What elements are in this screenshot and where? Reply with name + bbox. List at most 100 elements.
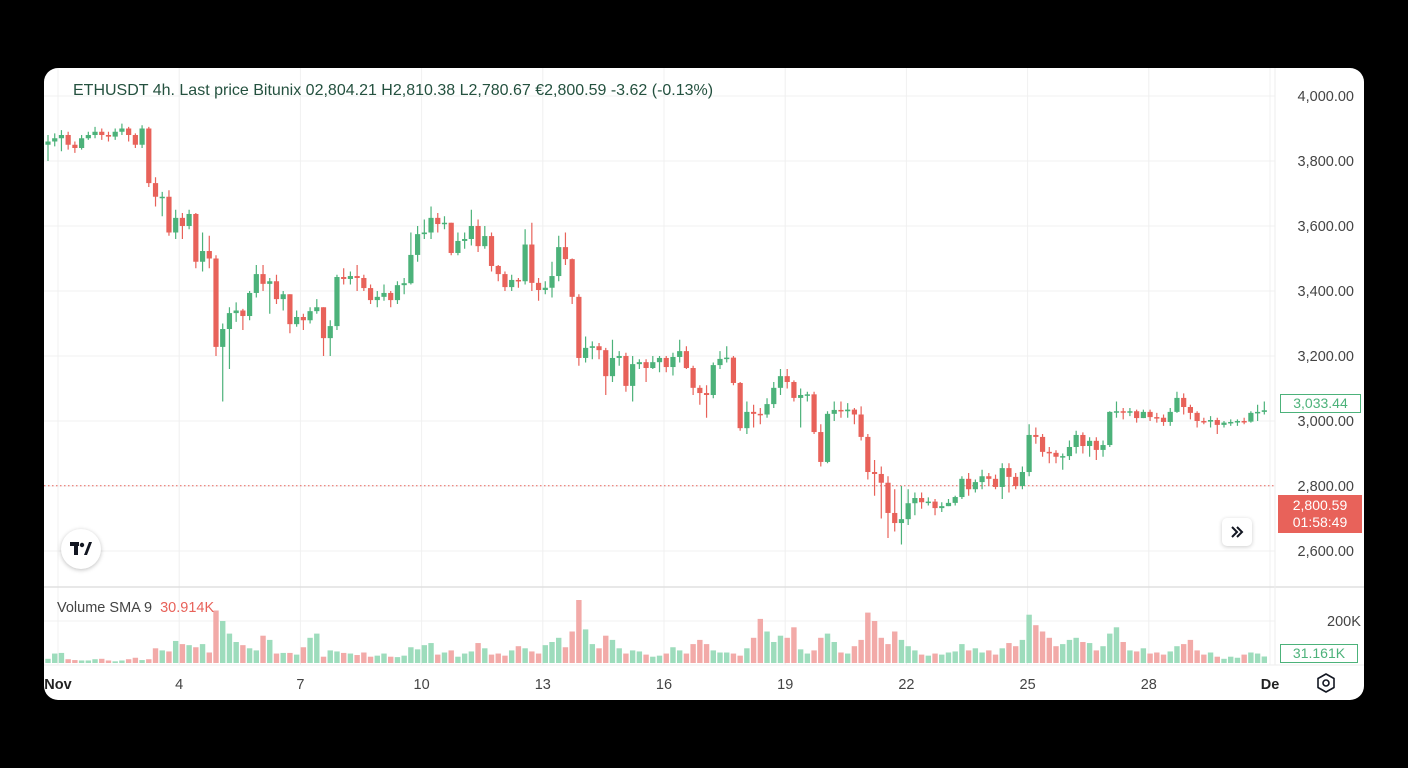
- volume-bar: [388, 656, 394, 663]
- volume-bar: [246, 648, 253, 663]
- price-axis-label: 2,600.00: [1298, 544, 1354, 560]
- candle-up: [952, 497, 958, 503]
- candle-down: [515, 279, 521, 282]
- candle-down: [1093, 440, 1099, 450]
- time-axis-label: 19: [777, 677, 793, 693]
- volume-bar: [58, 652, 65, 663]
- volume-bar: [831, 642, 837, 663]
- volume-bar: [327, 650, 333, 663]
- current-candle-price-label: 3,033.44: [1280, 394, 1361, 413]
- volume-bar: [824, 633, 831, 663]
- settings-hexagon-icon[interactable]: [1315, 672, 1337, 694]
- tradingview-logo[interactable]: [61, 529, 101, 569]
- candle-down: [488, 236, 495, 266]
- volume-bar: [1207, 652, 1214, 663]
- volume-bar: [522, 648, 528, 663]
- candle-up: [347, 276, 353, 279]
- candle-up: [294, 316, 300, 325]
- candle-down: [784, 376, 790, 382]
- volume-bar: [414, 649, 421, 663]
- volume-bar: [421, 645, 428, 663]
- price-axis-label: 2,800.00: [1298, 479, 1354, 495]
- volume-bar: [1006, 643, 1012, 663]
- candle-up: [58, 134, 65, 139]
- volume-bar: [771, 642, 777, 663]
- volume-bar: [636, 651, 643, 663]
- candle-up: [912, 498, 918, 504]
- volume-bar: [1066, 639, 1073, 663]
- candle-up: [401, 283, 407, 286]
- candle-up: [159, 196, 165, 199]
- volume-bar: [1046, 637, 1052, 663]
- volume-bar: [112, 661, 118, 663]
- time-axis-label: 10: [414, 677, 430, 693]
- candle-up: [589, 346, 595, 348]
- candle-up: [247, 292, 253, 317]
- candle-down: [213, 258, 219, 347]
- volume-bar: [905, 646, 911, 663]
- volume-bar: [435, 654, 441, 663]
- volume-bar: [347, 653, 354, 663]
- volume-bar: [865, 612, 871, 663]
- candle-up: [1060, 456, 1066, 458]
- volume-bar: [784, 637, 790, 663]
- volume-bar: [166, 651, 172, 663]
- volume-bar: [139, 660, 145, 663]
- volume-bar: [952, 651, 958, 663]
- volume-bar: [1147, 653, 1153, 663]
- volume-bar: [267, 639, 273, 663]
- candle-up: [905, 503, 911, 520]
- candle-down: [1120, 411, 1126, 413]
- candle-down: [737, 382, 743, 429]
- volume-bar: [992, 654, 999, 663]
- candle-down: [865, 436, 871, 473]
- candle-up: [798, 394, 804, 398]
- volume-bar: [1194, 650, 1200, 663]
- volume-bar: [1248, 652, 1254, 663]
- candle-up: [455, 240, 461, 253]
- volume-bar: [999, 648, 1005, 663]
- volume-bar: [945, 652, 952, 663]
- candle-down: [354, 276, 360, 278]
- volume-bar: [240, 645, 246, 663]
- candle-up: [233, 310, 239, 314]
- candle-down: [448, 222, 454, 253]
- candle-down: [475, 225, 481, 247]
- volume-bar: [851, 646, 858, 663]
- candle-up: [522, 244, 528, 282]
- candle-down: [986, 476, 992, 479]
- candle-down: [838, 409, 844, 412]
- volume-bar: [549, 642, 555, 663]
- double-chevron-right-icon: [1231, 526, 1244, 538]
- candle-up: [199, 251, 206, 262]
- volume-bar: [441, 652, 448, 663]
- price-axis-label: 3,000.00: [1298, 414, 1354, 430]
- volume-bar: [757, 618, 764, 663]
- candle-down: [193, 213, 199, 262]
- volume-axis-label: 200K: [1327, 614, 1361, 630]
- volume-legend-label: Volume SMA 9: [57, 600, 153, 616]
- candlestick-chart[interactable]: 4,000.00 3,800.00 3,600.00 3,400.00 3,200.00…: [44, 68, 1364, 700]
- candle-up: [1221, 422, 1227, 425]
- candle-up: [119, 128, 125, 132]
- volume-bar: [582, 629, 589, 663]
- volume-bar: [844, 653, 851, 663]
- candle-up: [1174, 397, 1180, 412]
- volume-bar: [939, 654, 945, 663]
- volume-bar: [791, 627, 797, 663]
- volume-bar: [1167, 651, 1173, 663]
- volume-bar: [273, 653, 280, 663]
- scroll-to-realtime-button[interactable]: [1222, 518, 1252, 546]
- volume-bar: [1214, 656, 1220, 663]
- candle-up: [314, 307, 320, 312]
- candle-down: [240, 310, 246, 317]
- volume-bar: [562, 647, 569, 663]
- volume-bar: [1039, 631, 1046, 663]
- candle-up: [999, 468, 1005, 487]
- volume-bar: [1127, 650, 1133, 663]
- candle-up: [710, 365, 716, 395]
- candle-up: [1026, 434, 1032, 473]
- volume-bar: [280, 652, 286, 663]
- volume-bar: [300, 647, 307, 663]
- time-axis-label: 16: [656, 677, 672, 693]
